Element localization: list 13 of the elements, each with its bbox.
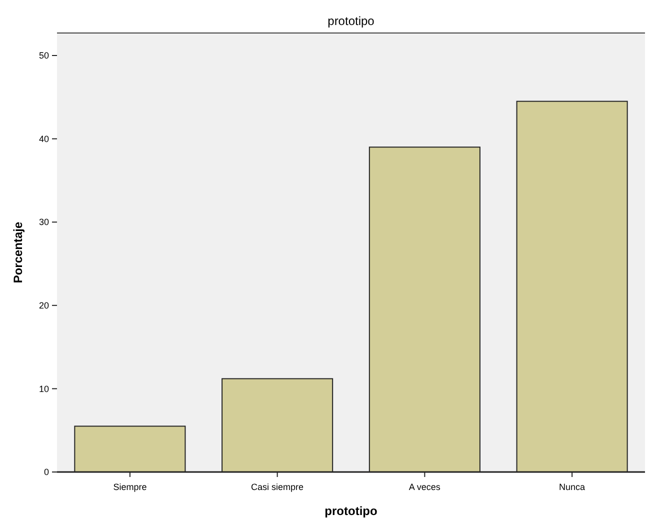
- y-axis-title: Porcentaje: [11, 221, 25, 284]
- y-tick-label: 40: [38, 134, 49, 144]
- y-tick-label: 20: [38, 300, 49, 311]
- y-tick-label: 10: [38, 384, 49, 394]
- x-axis-title: prototipo: [324, 504, 378, 518]
- x-tick-label: Siempre: [113, 482, 147, 492]
- x-tick-label: Nunca: [559, 482, 586, 492]
- x-tick-label: Casi siempre: [251, 482, 304, 492]
- y-tick-label: 0: [44, 467, 49, 478]
- chart-title: prototipo: [328, 14, 375, 28]
- y-tick-label: 50: [38, 50, 49, 61]
- x-tick-label: A veces: [408, 482, 441, 492]
- y-tick-label: 30: [38, 217, 49, 228]
